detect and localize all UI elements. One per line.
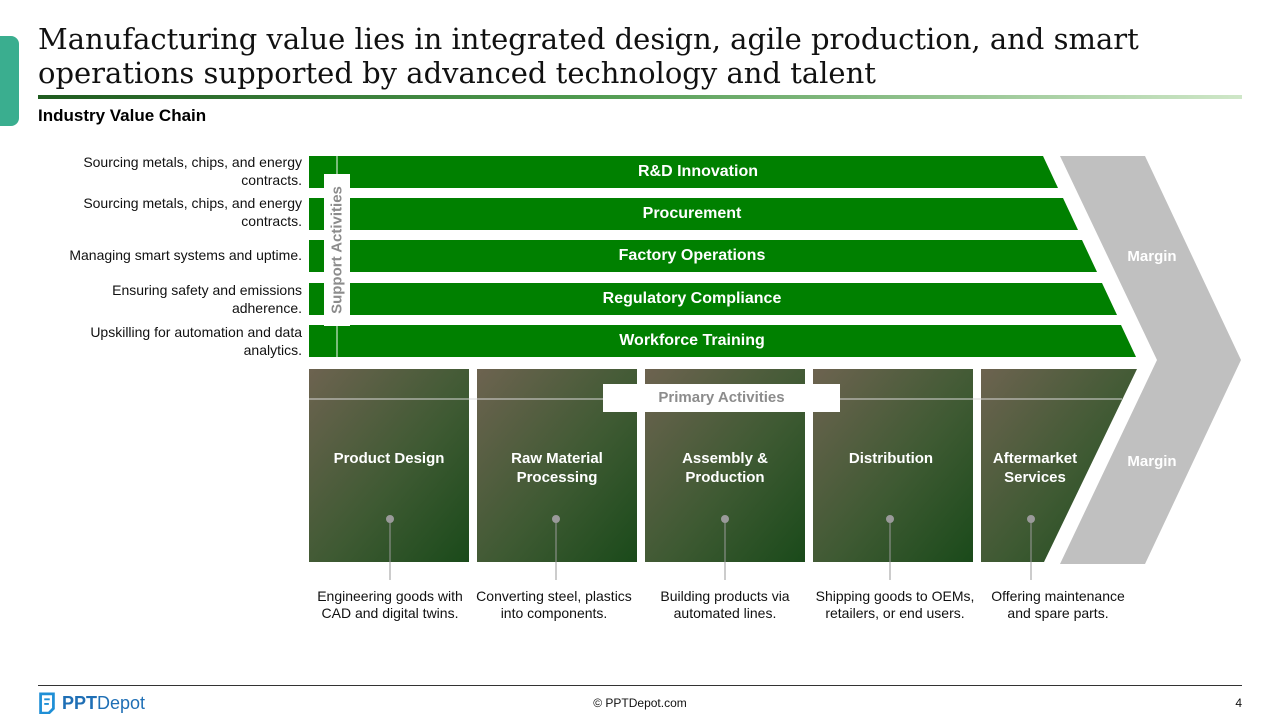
primary-box-aftermarket xyxy=(981,369,1137,562)
document-icon xyxy=(39,692,55,714)
primary-activities-label: Primary Activities xyxy=(603,384,840,412)
page-title: Manufacturing value lies in integrated d… xyxy=(38,22,1139,90)
support-description: Upskilling for automation and data analy… xyxy=(90,324,302,358)
connector-dot xyxy=(1027,515,1035,523)
support-bar-training xyxy=(309,325,1136,357)
connector-dot xyxy=(721,515,729,523)
primary-activity-description: Offering maintenance and spare parts. xyxy=(991,588,1125,621)
primary-activity-label: Raw Material Processing xyxy=(511,450,603,486)
connector-dot xyxy=(886,515,894,523)
support-description: Sourcing metals, chips, and energy contr… xyxy=(83,154,302,188)
primary-activity-label: Assembly & Production xyxy=(682,450,768,486)
primary-activity-label: Distribution xyxy=(848,450,934,467)
support-description: Sourcing metals, chips, and energy contr… xyxy=(83,195,302,229)
support-description: Managing smart systems and uptime. xyxy=(69,247,302,263)
page-number: 4 xyxy=(1235,696,1242,710)
copyright-text: © PPTDepot.com xyxy=(593,696,687,710)
support-bar-label: R&D Innovation xyxy=(638,163,758,180)
primary-activity-description: Building products via automated lines. xyxy=(660,588,790,621)
margin-label: Margin xyxy=(1127,248,1177,265)
support-description: Ensuring safety and emissions adherence. xyxy=(112,282,302,316)
primary-activity-label: Product Design xyxy=(333,450,445,467)
support-bar-label: Workforce Training xyxy=(619,332,765,349)
primary-box-product-design xyxy=(309,369,469,562)
support-bar-label: Regulatory Compliance xyxy=(602,290,782,307)
connector-dot xyxy=(386,515,394,523)
primary-activity-label: Aftermarket Services xyxy=(992,450,1078,486)
connector-dot xyxy=(552,515,560,523)
title-divider xyxy=(38,95,1242,99)
support-bar-factory xyxy=(309,240,1097,272)
support-bar-label: Factory Operations xyxy=(618,247,766,264)
primary-activity-description: Converting steel, plastics into componen… xyxy=(476,588,632,621)
primary-activity-description: Shipping goods to OEMs, retailers, or en… xyxy=(815,588,975,621)
support-bar-procurement xyxy=(309,198,1078,230)
margin-label: Margin xyxy=(1127,453,1177,470)
pptdepot-logo[interactable]: PPTDepot xyxy=(38,690,145,716)
support-bar-rd xyxy=(309,156,1058,188)
margin-chevron xyxy=(1060,156,1241,564)
primary-activity-description: Engineering goods with CAD and digital t… xyxy=(317,588,463,621)
support-bar-compliance xyxy=(309,283,1117,315)
accent-tab xyxy=(0,36,19,126)
logo-text: PPTDepot xyxy=(62,692,146,713)
section-subtitle: Industry Value Chain xyxy=(38,106,207,125)
footer-divider xyxy=(38,685,1242,686)
support-activities-label: Support Activities xyxy=(324,174,350,326)
support-bar-label: Procurement xyxy=(642,205,742,222)
